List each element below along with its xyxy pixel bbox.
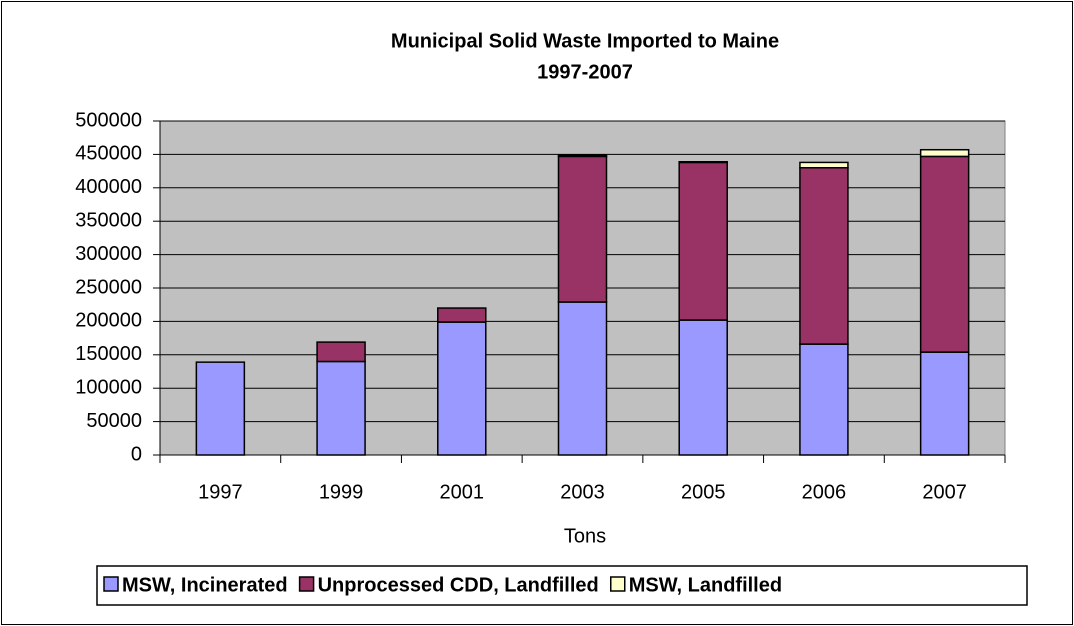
bar-segment [557,155,608,303]
bar-segment [557,301,608,456]
bar-segment [919,351,970,456]
legend-label: Unprocessed CDD, Landfilled [318,574,599,596]
y-tick-label: 400000 [75,176,142,198]
legend-label: MSW, Landfilled [629,574,782,596]
y-tick-label: 0 [131,443,142,465]
chart-title: Municipal Solid Waste Imported to Maine [391,30,779,52]
legend-swatch [103,576,119,592]
y-tick-label: 150000 [75,343,142,365]
bar-segment [678,319,728,456]
bar-segment [316,360,366,456]
bar-segment [919,148,970,158]
y-tick-label: 500000 [75,109,142,131]
bar-segment [799,167,849,345]
y-tick-label: 350000 [75,209,142,231]
legend-label: MSW, Incinerated [122,574,288,596]
x-tick-label: 1997 [198,481,243,503]
bar-segment [678,161,728,321]
bar-segment [437,307,487,323]
x-axis-label: Tons [564,525,606,547]
x-tick-label: 2006 [802,481,847,503]
y-tick-label: 300000 [75,243,142,265]
bar-segment [195,361,246,456]
bar-segment [437,321,487,456]
y-tick-label: 450000 [75,143,142,165]
bar-segment [799,161,849,169]
bar-segment [316,341,366,363]
x-tick-label: 2005 [681,481,726,503]
x-tick-label: 1999 [319,481,364,503]
y-tick-label: 100000 [75,376,142,398]
bar-segment [919,155,970,353]
bar-segment [799,343,849,456]
x-tick-label: 2001 [440,481,485,503]
chart-subtitle: 1997-2007 [537,61,633,83]
x-tick-label: 2007 [922,481,967,503]
legend-swatch [298,576,315,592]
y-tick-label: 250000 [75,276,142,298]
y-tick-label: 50000 [86,410,142,432]
x-tick-label: 2003 [560,481,605,503]
bar-segment [557,154,608,158]
legend-box [96,565,1028,606]
y-tick-label: 200000 [75,310,142,332]
bar-segment [678,160,728,164]
legend-swatch [610,576,626,592]
